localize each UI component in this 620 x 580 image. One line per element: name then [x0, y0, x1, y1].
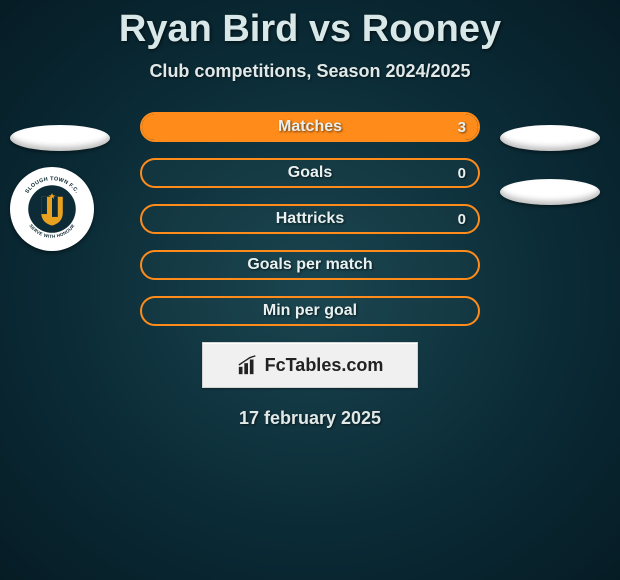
stat-row-min-per-goal: Min per goal [140, 296, 480, 326]
player2-club-placeholder-oval [500, 179, 600, 205]
stats-container: Matches 3 Goals 0 Hattricks 0 Goals per … [140, 112, 480, 326]
stat-row-matches: Matches 3 [140, 112, 480, 142]
vs-text: vs [309, 8, 351, 50]
stat-value-right: 0 [458, 211, 466, 228]
stat-label: Matches [278, 118, 342, 136]
watermark-text: FcTables.com [265, 355, 384, 376]
stat-value-right: 0 [458, 165, 466, 182]
player2-placeholder-oval [500, 125, 600, 151]
date-text: 17 february 2025 [0, 408, 620, 429]
subtitle: Club competitions, Season 2024/2025 [0, 61, 620, 82]
page-title: Ryan Bird vs Rooney [0, 0, 620, 51]
stat-value-right: 3 [458, 119, 466, 136]
stat-row-hattricks: Hattricks 0 [140, 204, 480, 234]
player2-name: Rooney [362, 8, 501, 50]
left-player-column: SLOUGH TOWN F.C. SERVE WITH HONOUR [10, 125, 110, 251]
right-player-column [500, 125, 600, 205]
stat-label: Goals per match [247, 256, 372, 274]
club-badge-svg: SLOUGH TOWN F.C. SERVE WITH HONOUR [16, 173, 88, 245]
player1-placeholder-oval [10, 125, 110, 151]
stat-row-goals-per-match: Goals per match [140, 250, 480, 280]
stat-row-goals: Goals 0 [140, 158, 480, 188]
stat-label: Goals [288, 164, 332, 182]
stat-label: Hattricks [276, 210, 344, 228]
player1-name: Ryan Bird [119, 8, 298, 50]
player1-club-badge: SLOUGH TOWN F.C. SERVE WITH HONOUR [10, 167, 94, 251]
stat-label: Min per goal [263, 302, 357, 320]
bars-icon [237, 354, 259, 376]
watermark-card: FcTables.com [202, 342, 418, 388]
